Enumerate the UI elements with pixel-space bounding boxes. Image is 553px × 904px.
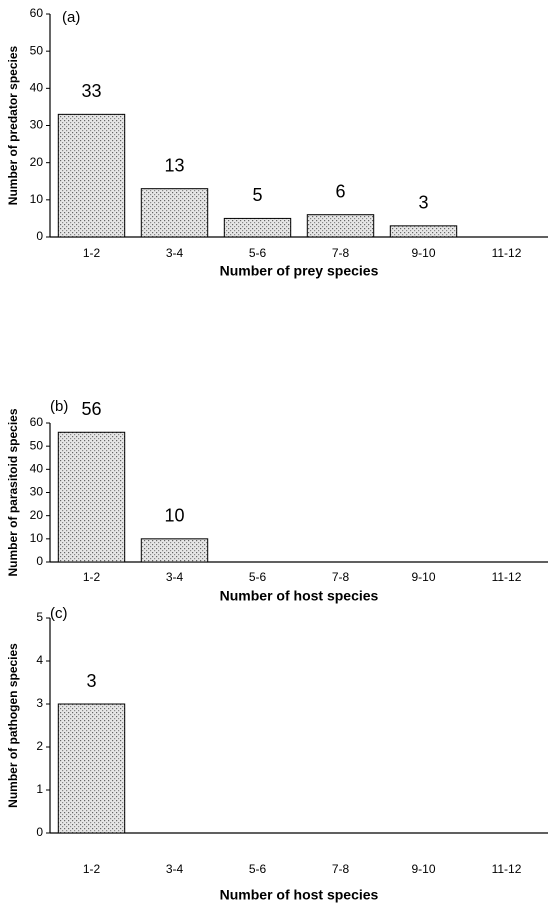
y-tick-label: 60 xyxy=(30,6,44,20)
bar xyxy=(389,225,458,238)
y-tick-label: 40 xyxy=(30,81,44,95)
x-tick-label: 1-2 xyxy=(83,570,101,584)
y-tick-label: 20 xyxy=(30,508,44,522)
bar xyxy=(57,703,126,834)
y-tick-label: 10 xyxy=(30,531,44,545)
y-tick-label: 5 xyxy=(36,610,43,624)
x-tick-label: 1-2 xyxy=(83,246,101,260)
x-tick-label: 3-4 xyxy=(166,862,184,876)
x-tick-label: 11-12 xyxy=(492,862,522,876)
x-axis-title: Number of prey species xyxy=(220,263,379,279)
bar xyxy=(57,113,126,238)
panel-label: (c) xyxy=(50,605,68,622)
bar xyxy=(140,538,209,563)
x-tick-label: 7-8 xyxy=(332,862,350,876)
y-tick-label: 60 xyxy=(30,415,44,429)
y-tick-label: 30 xyxy=(30,485,44,499)
y-tick-label: 3 xyxy=(36,696,43,710)
x-tick-label: 9-10 xyxy=(411,570,435,584)
x-tick-label: 9-10 xyxy=(411,246,435,260)
x-tick-label: 1-2 xyxy=(83,862,101,876)
value-label: 3 xyxy=(418,193,428,213)
bar xyxy=(140,188,209,238)
x-tick-label: 11-12 xyxy=(492,246,522,260)
value-label: 3 xyxy=(86,671,96,691)
y-axis-title: Number of pathogen species xyxy=(6,643,20,808)
x-axis-title: Number of host species xyxy=(220,588,379,604)
y-tick-label: 40 xyxy=(30,462,44,476)
y-tick-label: 0 xyxy=(36,554,43,568)
x-tick-label: 3-4 xyxy=(166,246,184,260)
bar xyxy=(306,214,375,238)
value-label: 5 xyxy=(252,185,262,205)
value-label: 10 xyxy=(164,506,184,526)
panel-label: (b) xyxy=(50,398,68,415)
x-tick-label: 9-10 xyxy=(411,862,435,876)
value-label: 6 xyxy=(335,181,345,201)
x-tick-label: 7-8 xyxy=(332,246,350,260)
value-label: 33 xyxy=(81,81,101,101)
x-axis-title: Number of host species xyxy=(220,887,379,903)
y-tick-label: 10 xyxy=(30,192,44,206)
y-tick-label: 50 xyxy=(30,438,44,452)
value-label: 56 xyxy=(81,399,101,419)
y-tick-label: 20 xyxy=(30,155,44,169)
y-tick-label: 30 xyxy=(30,118,44,132)
bar xyxy=(57,431,126,563)
value-label: 13 xyxy=(164,155,184,175)
y-tick-label: 50 xyxy=(30,43,44,57)
y-tick-label: 4 xyxy=(36,653,43,667)
y-tick-label: 0 xyxy=(36,825,43,839)
y-axis-title: Number of parasitoid species xyxy=(6,408,20,576)
y-axis-title: Number of predator species xyxy=(6,45,20,205)
y-tick-label: 2 xyxy=(36,739,43,753)
x-tick-label: 5-6 xyxy=(249,570,267,584)
y-tick-label: 1 xyxy=(36,782,43,796)
x-tick-label: 5-6 xyxy=(249,862,267,876)
x-tick-label: 5-6 xyxy=(249,246,267,260)
x-tick-label: 11-12 xyxy=(492,570,522,584)
x-tick-label: 3-4 xyxy=(166,570,184,584)
bar xyxy=(223,217,292,238)
x-tick-label: 7-8 xyxy=(332,570,350,584)
panel-label: (a) xyxy=(62,9,80,26)
y-tick-label: 0 xyxy=(36,229,43,243)
